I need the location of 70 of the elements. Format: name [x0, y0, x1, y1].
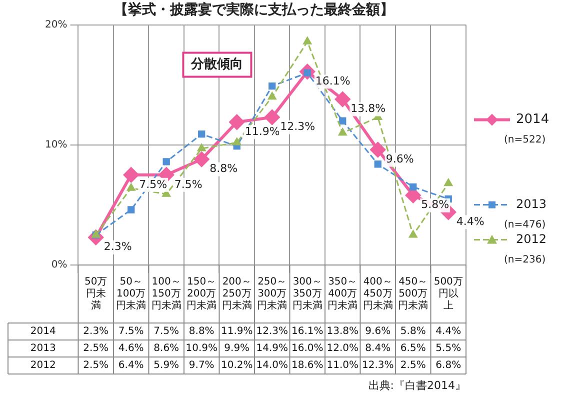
data-label: 9.7% [188, 360, 214, 372]
text: 7.5% [174, 178, 202, 191]
data-label: 14.9% [256, 343, 288, 354]
x-tick-label: 150～200万円未満 [186, 276, 217, 312]
data-label: 2.5% [400, 360, 426, 372]
x-tick-label: 500万円以上 [434, 276, 463, 312]
data-label: 10.9% [186, 343, 218, 354]
text: 2014 [30, 326, 56, 338]
data-label: 8.4% [365, 343, 391, 354]
y-tick-label: 10% [44, 139, 68, 150]
data-label: 13.8% [326, 326, 359, 338]
text: (n=236) [504, 254, 546, 266]
legend-label: 2013 [516, 196, 547, 211]
text: 4.4% [456, 215, 484, 228]
data-label: 6.5% [400, 343, 426, 354]
data-label: 12.3% [362, 360, 394, 372]
data-label: 4.4% [436, 326, 462, 338]
data-label: 7.5% [154, 326, 180, 338]
legend-label: 2012 [516, 232, 547, 246]
x-tick-label: 50万円未満 [84, 276, 108, 312]
legend-label: 2014 [516, 112, 550, 128]
data-label: 2.3% [83, 326, 109, 338]
data-label: 8.8% [188, 326, 214, 338]
data-label: 16.0% [291, 343, 324, 354]
data-label: 9.6% [365, 326, 391, 338]
text: 9.6% [386, 152, 414, 166]
text: 5.8% [421, 198, 450, 212]
data-label: 16.1% [291, 326, 324, 338]
text: 7.5% [139, 178, 168, 191]
text: 11.9% [244, 124, 280, 138]
annotation: 分散傾向 [190, 57, 244, 72]
data-label: 5.8% [400, 326, 426, 338]
data-label: 10.2% [220, 360, 253, 372]
data-label: 6.4% [118, 360, 144, 372]
x-tick-label: 450～500万円未満 [398, 276, 428, 312]
data-label: 2.5% [83, 343, 109, 354]
y-tick-label: 0% [51, 260, 68, 271]
data-label: 5.5% [436, 343, 462, 354]
text: 13.8% [350, 102, 386, 116]
text: 16.1% [315, 74, 350, 88]
data-label: 7.5% [118, 326, 144, 338]
x-tick-label: 350～400万円未満 [328, 276, 358, 312]
data-label: 4.6% [118, 343, 144, 354]
data-label: 14.0% [256, 360, 288, 372]
x-tick-label: 50～100万円未満 [116, 276, 146, 312]
data-label: 11.9% [220, 326, 253, 338]
data-label: 11.0% [326, 360, 359, 372]
data-label: 18.6% [291, 360, 324, 372]
text: 2013 [30, 343, 56, 354]
x-tick-label: 250～300万円未満 [257, 276, 288, 312]
text: 8.8% [210, 162, 238, 176]
chart-title: 【挙式・披露宴で実際に支払った最終金額】 [114, 1, 394, 18]
text: 2.3% [104, 240, 132, 254]
data-label: 8.6% [154, 343, 180, 354]
x-tick-label: 300～350万円未満 [292, 276, 322, 312]
y-tick-label: 20% [44, 19, 68, 30]
text: 2012 [30, 360, 56, 372]
data-label: 6.8% [436, 360, 462, 372]
data-label: 5.9% [154, 360, 180, 372]
x-tick-label: 200～250万円未満 [222, 276, 252, 312]
x-tick-label: 100～150万円未満 [151, 276, 182, 312]
data-label: 9.9% [224, 343, 250, 354]
source-note: 出典:『白書2014』 [368, 378, 466, 392]
data-label: 12.0% [326, 343, 359, 354]
text: (n=522) [504, 134, 546, 146]
text: 12.3% [280, 120, 316, 134]
data-label: 12.3% [256, 326, 288, 338]
x-tick-label: 400～450万円未満 [362, 276, 393, 312]
text: (n=476) [504, 219, 546, 230]
data-label: 2.5% [83, 360, 109, 372]
